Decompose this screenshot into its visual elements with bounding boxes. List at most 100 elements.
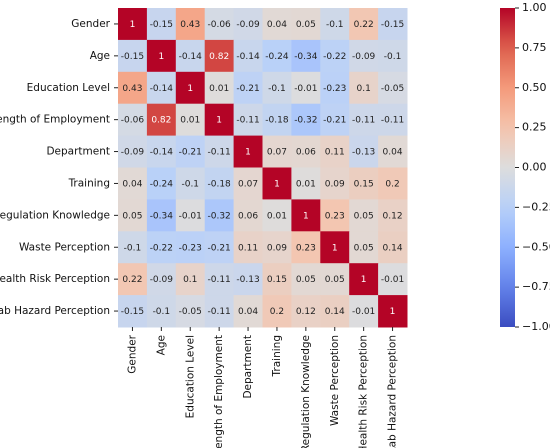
cell-value-label: 0.11 [238,243,258,253]
heatmap-cell [349,135,379,168]
heatmap-cell [204,167,235,200]
y-tick-labels: Gender Age Education Level Length of Employ… [0,18,118,317]
heatmap-cell [262,103,292,137]
cell-value-label: -0.24 [265,52,289,62]
cell-value-label: -0.14 [179,52,203,62]
cell-value-label: -0.15 [121,52,144,62]
cell-value-label: -0.21 [236,84,259,94]
x-tick-label: Gender [126,334,138,373]
colorbar-tick-label: −0.25 [522,200,550,213]
cell-value-label: 1 [303,211,309,221]
cell-value-label: 0.23 [296,243,316,253]
heatmap-cell [118,167,148,200]
heatmap-cell [378,71,408,105]
cell-value-label: -0.14 [236,52,260,62]
heatmap-cell [146,39,177,73]
heatmap-cell [118,135,148,168]
heatmap-cell [291,199,321,232]
heatmap-cell [349,199,379,232]
y-tick-label: Lab Hazard Perception [0,305,110,317]
heatmap-cell [175,231,206,264]
colorbar-tick-label: 0.50 [522,81,547,94]
heatmap-cell [118,263,148,296]
cell-value-label: 0.05 [296,20,316,30]
heatmap-cell [175,103,206,137]
y-tick-label: Waste Perception [19,241,110,253]
cell-value-label: -0.11 [208,148,231,158]
cell-value-label: 0.2 [270,307,284,317]
heatmap-cell [118,8,148,41]
cell-value-label: 0.09 [325,179,345,189]
heatmap-cell [262,8,292,41]
cell-value-label: -0.11 [236,116,259,126]
cell-value-label: -0.24 [150,179,174,189]
cell-value-label: 0.07 [238,179,258,189]
cell-value-label: -0.01 [381,275,404,285]
cell-value-label: -0.22 [150,243,173,253]
colorbar-tick-label: 0.25 [522,121,547,134]
cell-value-label: -0.11 [208,307,231,317]
cell-value-label: -0.11 [352,116,375,126]
cell-value-label: 1 [390,307,396,317]
heatmap-cell [146,167,177,200]
cell-value-label: 0.43 [180,20,200,30]
cell-value-label: -0.32 [208,211,231,221]
colorbar-gradient [500,8,515,327]
heatmap-cell [233,263,263,296]
cell-value-label: -0.14 [150,148,174,158]
heatmap-cell [291,295,321,328]
heatmap-cell [349,39,379,73]
x-tick-label: Age [155,335,167,355]
cell-value-label: 1 [332,243,338,253]
heatmap-cell [204,103,235,137]
cell-value-label: 0.11 [325,148,345,158]
heatmap-cell [262,71,292,105]
cell-value-label: -0.11 [381,116,404,126]
x-tick-label: Lab Hazard Perception [387,335,399,448]
cell-value-label: -0.01 [352,307,375,317]
cell-value-label: 0.23 [325,211,345,221]
cell-value-label: 0.05 [296,275,316,285]
colorbar-tick-label: −0.75 [522,280,550,293]
cell-value-label: 0.15 [267,275,287,285]
heatmap-cell [204,295,235,328]
heatmap-cell [378,8,408,41]
cell-value-label: -0.22 [323,52,346,62]
cell-value-label: 1 [274,179,280,189]
heatmap-cell [204,231,235,264]
heatmap-cell [291,103,321,137]
heatmap-cell [175,167,206,200]
cell-value-label: -0.1 [153,307,171,317]
cell-value-label: 0.1 [356,84,370,94]
heatmap-cell [262,263,292,296]
heatmap-cell [349,167,379,200]
heatmap-cell [349,295,379,328]
colorbar: 1.00 0.75 0.50 0.25 0.00 −0.25 −0.50 −0.75 −1.00 [500,1,550,333]
heatmap-cell [320,263,350,296]
cell-value-label: -0.09 [150,275,174,285]
heatmap-cell [146,103,177,137]
colorbar-tick-label: −1.00 [522,320,550,333]
cell-value-label: -0.1 [384,52,402,62]
heatmap-cell [378,263,408,296]
heatmap-cell [233,103,263,137]
x-tick-label: Department [242,335,254,399]
cell-value-label: -0.1 [326,20,344,30]
heatmap-cell [204,263,235,296]
x-tick-label: Education Level [184,335,196,418]
cell-value-label: -0.13 [236,275,259,285]
heatmap-cell [378,199,408,232]
heatmap-cells: 1 -0.15 0.43 -0.06 -0.09 0.04 0.05 -0.1 0.22 -0.1… [118,8,408,328]
y-tick-label: Department [46,146,110,158]
cell-value-label: 0.82 [151,116,171,126]
cell-value-label: -0.01 [294,84,317,94]
heatmap-cell [349,263,379,296]
heatmap-cell [378,231,408,264]
cell-value-label: -0.34 [294,52,318,62]
x-tick-label: Health Risk Perception [358,335,370,448]
heatmap-cell [146,8,177,41]
y-tick-label: Regulation Knowledge [0,209,110,221]
heatmap-cell [146,199,177,232]
cell-value-label: 0.01 [296,179,316,189]
cell-value-label: -0.18 [265,116,289,126]
